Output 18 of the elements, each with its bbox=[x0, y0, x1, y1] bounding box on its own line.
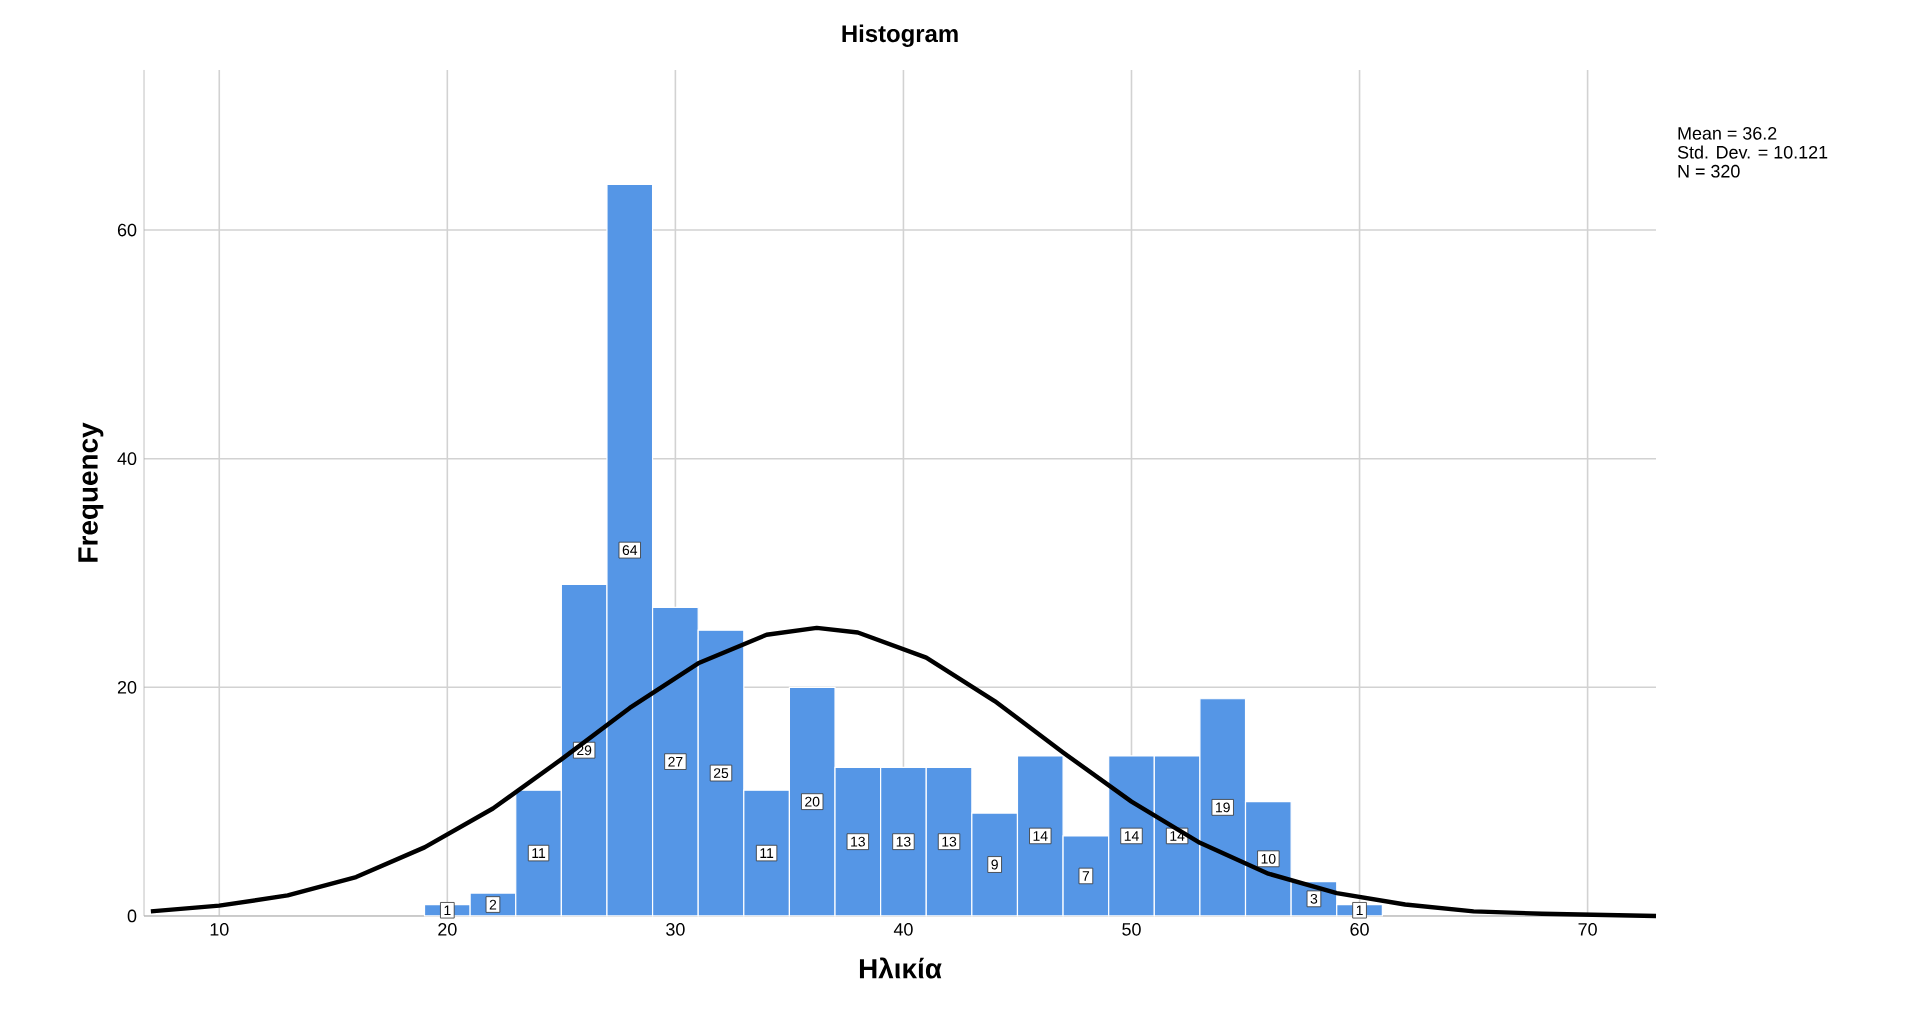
x-tick-label: 70 bbox=[1578, 923, 1597, 936]
y-tick-label: 60 bbox=[117, 223, 137, 237]
x-axis-title: Ηλικία bbox=[859, 957, 942, 979]
x-tick-label: 60 bbox=[1350, 923, 1369, 936]
text: Std. Dev. = 10.121 bbox=[1677, 145, 1828, 159]
chart-title: Histogram bbox=[842, 24, 958, 47]
text: Mean = 36.2 bbox=[1678, 127, 1777, 140]
x-tick-label: 40 bbox=[893, 923, 913, 936]
x-tick-label: 30 bbox=[666, 923, 685, 936]
x-tick-label: 20 bbox=[438, 923, 457, 936]
y-tick-label: 20 bbox=[117, 680, 137, 694]
x-tick-label: 10 bbox=[210, 923, 229, 936]
y-tick-label: 40 bbox=[117, 452, 137, 466]
y-axis-title: Frequency bbox=[78, 422, 104, 562]
text: N = 320 bbox=[1678, 164, 1740, 178]
line-series bbox=[148, 625, 1659, 919]
x-tick-label: 50 bbox=[1122, 923, 1141, 936]
y-tick-label: 0 bbox=[127, 909, 137, 923]
